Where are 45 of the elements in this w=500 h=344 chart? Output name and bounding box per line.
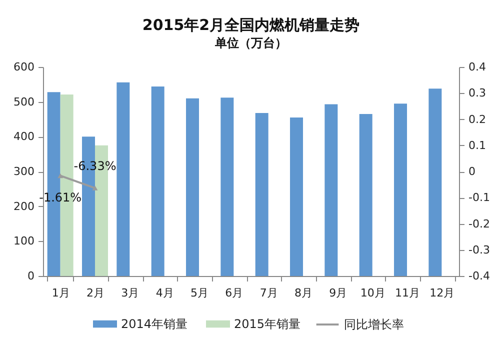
x-tick-label: 6月 [225,286,244,300]
chart-subtitle: 单位（万台） [214,36,287,50]
chart-title: 2015年2月全国内燃机销量走势 [142,16,360,34]
y2-tick-label: -0.1 [468,191,490,204]
x-tick-label: 1月 [52,286,70,300]
y2-tick-label: 0.1 [468,138,486,152]
x-tick-label: 7月 [260,286,278,300]
y2-tick-label: -0.3 [468,243,490,256]
y2-tick-label: 0.3 [468,86,486,100]
bar [394,104,407,276]
x-tick-label: 11月 [395,286,420,300]
legend-label: 同比增长率 [344,318,404,332]
y2-tick-label: 0.2 [468,112,486,126]
data-label: -6.33% [74,159,116,174]
bar [151,86,164,276]
x-tick-label: 4月 [156,286,174,300]
x-tick-label: 3月 [121,286,140,300]
bar [220,98,234,276]
y-tick-label: 100 [14,234,34,248]
legend-label: 2014年销量 [121,317,188,331]
y2-tick-label: -0.4 [468,270,490,282]
legend-label: 2015年销量 [234,317,301,331]
y-tick-label: 200 [14,200,34,213]
x-tick-label: 8月 [294,286,312,300]
x-tick-label: 10月 [360,286,386,300]
y-tick-label: 500 [14,95,34,108]
bar [255,112,268,276]
x-tick-label: 12月 [430,286,455,300]
y2-tick-label: -0.2 [468,217,490,230]
bar [428,88,442,276]
y-tick-label: 600 [14,60,34,74]
y-tick-label: 0 [28,270,34,282]
x-tick-label: 9月 [329,286,348,300]
bar [359,114,372,276]
x-tick-label: 5月 [190,286,208,300]
y2-tick-label: 0 [468,165,476,178]
y-tick-label: 400 [14,130,34,144]
y-tick-label: 300 [14,165,34,178]
y2-tick-label: 0.4 [468,60,486,74]
bar [116,82,130,276]
bar [186,98,199,276]
bar [290,118,303,276]
x-tick-label: 2月 [86,286,104,300]
bar [324,104,338,276]
data-label: -1.61% [39,190,82,205]
